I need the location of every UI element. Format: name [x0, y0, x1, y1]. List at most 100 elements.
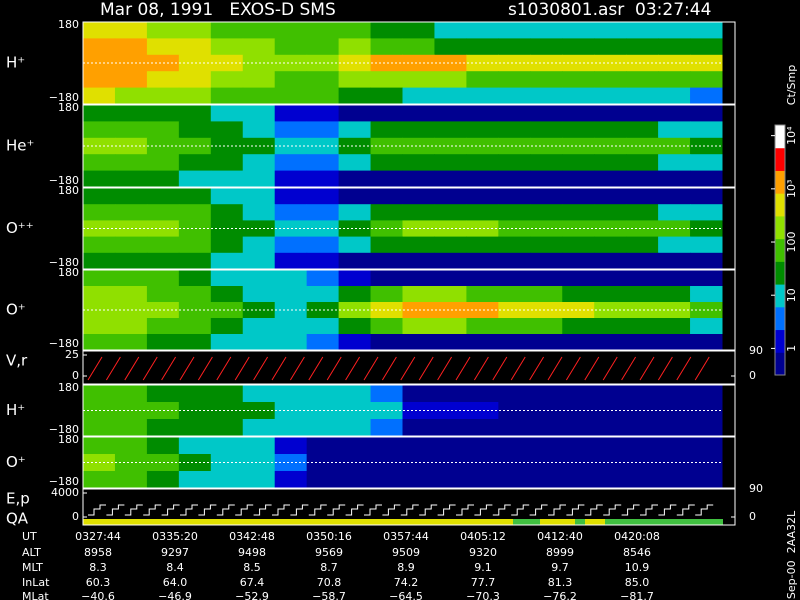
- cell: [498, 137, 531, 155]
- cell: [594, 334, 627, 351]
- ephemeris-cell: 81.3: [548, 576, 573, 589]
- cell: [83, 204, 116, 221]
- cell: [242, 170, 276, 188]
- y-tick-label: −180: [49, 475, 79, 488]
- cell: [274, 385, 308, 403]
- cell: [402, 137, 435, 155]
- cell: [178, 471, 212, 489]
- cell: [690, 204, 723, 221]
- cell: [114, 22, 148, 39]
- cell: [658, 437, 691, 455]
- cell: [402, 419, 435, 437]
- ephemeris-cell: 77.7: [471, 576, 496, 589]
- ephemeris-cell: −64.5: [389, 590, 423, 600]
- cell: [562, 252, 595, 270]
- cell: [83, 419, 116, 437]
- cell: [434, 454, 467, 472]
- cell: [274, 22, 308, 39]
- cell: [402, 385, 435, 403]
- cell: [210, 170, 244, 188]
- cell: [626, 334, 659, 351]
- cell: [83, 154, 116, 172]
- cell: [83, 22, 116, 39]
- cell: [338, 204, 372, 221]
- cell: [466, 54, 499, 72]
- cell: [178, 252, 212, 270]
- cell: [594, 105, 627, 122]
- colorbar-swatch: [775, 261, 785, 285]
- cell: [370, 286, 403, 303]
- cell: [114, 87, 148, 105]
- cell: [146, 87, 180, 105]
- cell: [114, 204, 148, 221]
- cell: [594, 252, 627, 270]
- cell: [562, 121, 595, 139]
- ephemeris-cell: −52.9: [235, 590, 269, 600]
- cell: [594, 188, 627, 205]
- cell: [178, 334, 212, 351]
- cell: [274, 252, 308, 270]
- cell: [466, 252, 499, 270]
- cell: [274, 302, 308, 319]
- cell: [338, 471, 372, 489]
- cell: [594, 204, 627, 221]
- cell: [466, 204, 499, 221]
- cell: [626, 270, 659, 287]
- cell: [274, 437, 308, 455]
- cell: [146, 121, 180, 139]
- cell: [434, 270, 467, 287]
- cell: [83, 252, 116, 270]
- cell: [562, 204, 595, 221]
- ephemeris-cell: 8.7: [320, 561, 338, 574]
- cell: [242, 471, 276, 489]
- cell: [338, 402, 372, 420]
- cell: [146, 170, 180, 188]
- cell: [626, 170, 659, 188]
- cell: [306, 204, 340, 221]
- cell: [658, 385, 691, 403]
- cell: [114, 419, 148, 437]
- cell: [274, 137, 308, 155]
- cell: [594, 270, 627, 287]
- cell: [370, 437, 403, 455]
- cell: [306, 419, 340, 437]
- cell: [274, 318, 308, 335]
- cell: [498, 334, 531, 351]
- cell: [434, 188, 467, 205]
- cell: [466, 286, 499, 303]
- cell: [338, 318, 372, 335]
- cell: [690, 54, 723, 72]
- cell: [210, 71, 244, 89]
- cell: [370, 204, 403, 221]
- cell: [178, 22, 212, 39]
- cell: [370, 188, 403, 205]
- ephemeris-cell: 8546: [623, 546, 651, 559]
- y-tick-label: 0: [72, 369, 79, 382]
- cell: [114, 252, 148, 270]
- cell: [178, 318, 212, 335]
- cell: [370, 402, 403, 420]
- ephemeris-cell: 0350:16: [306, 530, 352, 543]
- cell: [114, 236, 148, 254]
- cell: [434, 154, 467, 172]
- cell: [114, 385, 148, 403]
- cell: [658, 419, 691, 437]
- y-tick-label: 4000: [51, 486, 79, 499]
- cell: [594, 286, 627, 303]
- cell: [466, 318, 499, 335]
- cell: [242, 38, 276, 56]
- y-tick-label: −180: [49, 91, 79, 104]
- cell: [594, 419, 627, 437]
- cell: [658, 270, 691, 287]
- cell: [498, 419, 531, 437]
- cell: [242, 454, 276, 472]
- cell: [402, 105, 435, 122]
- cell: [306, 385, 340, 403]
- cell: [146, 105, 180, 122]
- ephemeris-cell: 85.0: [625, 576, 650, 589]
- cell: [370, 236, 403, 254]
- cell: [402, 38, 435, 56]
- cell: [178, 121, 212, 139]
- cell: [146, 318, 180, 335]
- cell: [114, 38, 148, 56]
